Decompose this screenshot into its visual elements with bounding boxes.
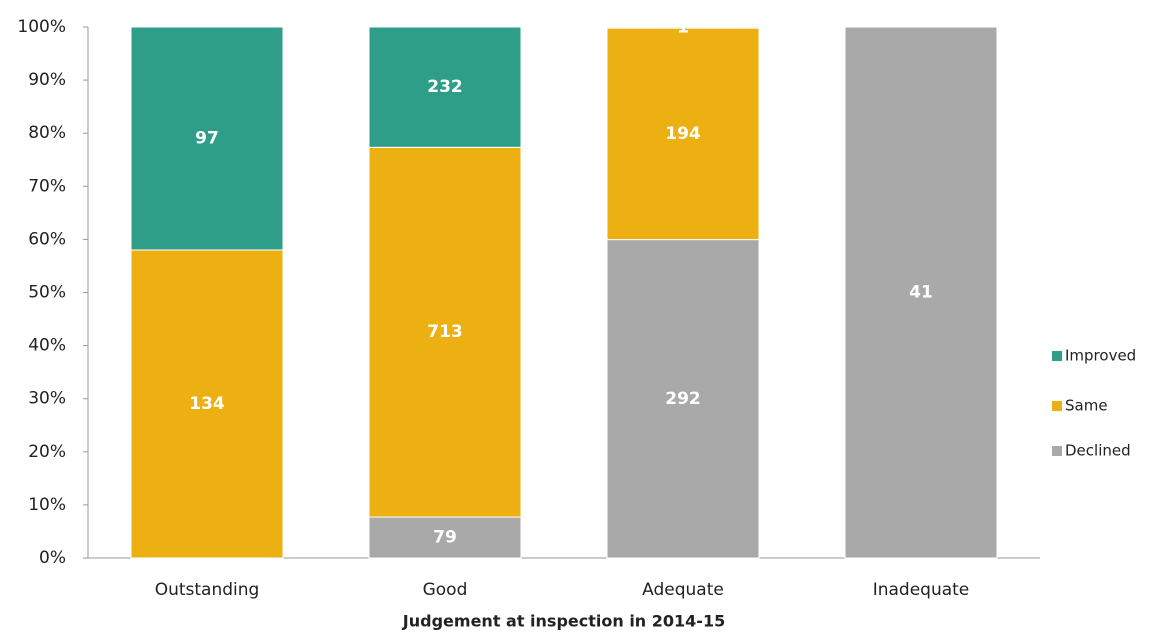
bar-segment — [368, 146, 522, 518]
data-label: 713 — [427, 322, 463, 342]
y-tick-label: 60% — [28, 229, 66, 249]
data-label: 292 — [665, 389, 701, 409]
y-tick-label: 50% — [28, 283, 66, 303]
legend-label: Declined — [1065, 442, 1131, 460]
data-label: 97 — [195, 128, 219, 148]
legend-swatch — [1052, 401, 1062, 411]
y-tick-label: 30% — [28, 389, 66, 409]
bar-segment — [368, 26, 522, 148]
data-label: 232 — [427, 77, 463, 97]
legend-label: Same — [1065, 397, 1108, 415]
bar-segment — [368, 516, 522, 559]
x-tick-label: Adequate — [642, 580, 724, 600]
y-tick-label: 90% — [28, 70, 66, 90]
x-tick-label: Good — [423, 580, 468, 600]
bar-segment — [844, 26, 998, 559]
data-label: 41 — [909, 283, 933, 303]
bar-segment — [606, 26, 760, 29]
y-tick-label: 70% — [28, 176, 66, 196]
x-axis-title: Judgement at inspection in 2014-15 — [402, 612, 725, 631]
data-label: 194 — [665, 124, 701, 144]
legend-label: Improved — [1065, 347, 1136, 365]
y-tick-label: 40% — [28, 336, 66, 356]
y-tick-label: 100% — [17, 17, 66, 37]
bar-segment — [130, 249, 284, 559]
x-tick-label: Outstanding — [155, 580, 260, 600]
y-tick-label: 80% — [28, 123, 66, 143]
y-tick-label: 20% — [28, 442, 66, 462]
data-label: 134 — [189, 394, 225, 414]
bar-segment — [606, 239, 760, 559]
data-label: 1 — [677, 18, 689, 38]
x-tick-label: Inadequate — [873, 580, 970, 600]
legend-swatch — [1052, 446, 1062, 456]
bar-segment — [606, 27, 760, 241]
legend-swatch — [1052, 351, 1062, 361]
bar-segment — [130, 26, 284, 251]
y-tick-label: 0% — [39, 548, 66, 568]
y-tick-label: 10% — [28, 495, 66, 515]
data-label: 79 — [433, 528, 457, 548]
